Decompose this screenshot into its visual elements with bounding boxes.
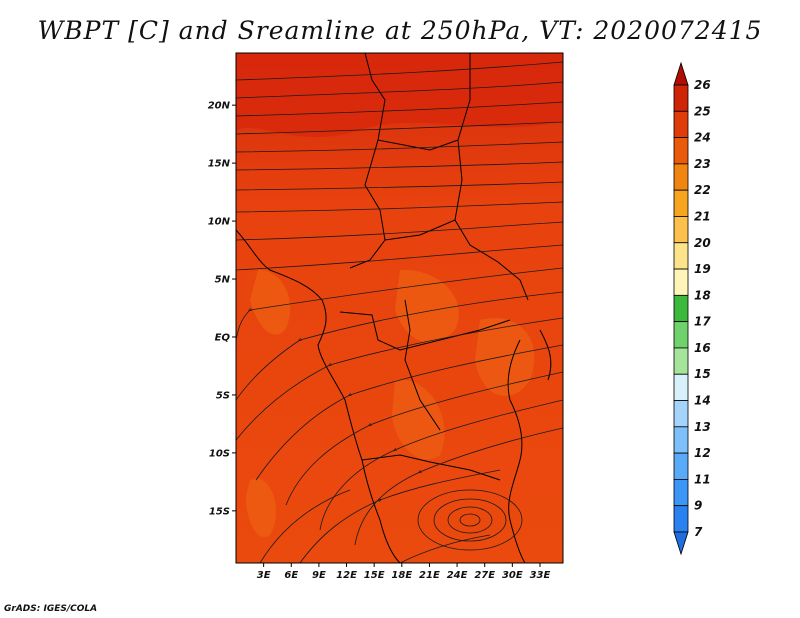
lon-tick-label: 6E — [284, 570, 298, 581]
colorbar-label: 23 — [694, 157, 711, 171]
colorbar-bin — [673, 242, 689, 270]
wbpt-pale-patch — [395, 269, 459, 343]
lon-tick-label: 18E — [391, 570, 412, 581]
colorbar-label: 21 — [694, 209, 711, 223]
lat-tick-label: 10S — [209, 448, 230, 459]
colorbar-bin — [673, 110, 689, 138]
colorbar-label: 19 — [694, 262, 711, 276]
colorbar-bin — [673, 163, 689, 191]
lon-tick-label: 30E — [502, 570, 523, 581]
lon-tick-label: 24E — [447, 570, 468, 581]
colorbar-label: 26 — [694, 78, 711, 92]
wbpt-pale-patch — [245, 478, 277, 537]
colorbar-label: 16 — [694, 341, 711, 355]
colorbar-bin — [673, 84, 689, 112]
wbpt-pale-patch — [392, 379, 445, 460]
colorbar-bin — [673, 294, 689, 323]
colorbar-bin — [673, 268, 689, 296]
grads-credit: GrADS: IGES/COLA — [4, 604, 98, 614]
lon-tick-label: 15E — [364, 570, 385, 581]
colorbar-bin — [673, 189, 689, 217]
colorbar-bin — [673, 347, 689, 375]
colorbar-bin — [673, 373, 689, 401]
map-frame — [235, 52, 564, 564]
streamlines — [236, 61, 563, 563]
colorbar-label: 12 — [694, 446, 711, 460]
colorbar-bin — [673, 400, 689, 428]
lat-tick-label: 5S — [216, 390, 230, 401]
colorbar-label: 15 — [694, 367, 711, 381]
lat-tick-label: 10N — [208, 217, 231, 228]
colorbar-label: 20 — [694, 236, 711, 250]
lat-axis: 20N 15N 10N 5N EQ 5S 10S 15S — [208, 101, 236, 517]
chart-title: WBPT [C] and Sreamline at 250hPa, VT: 20… — [37, 16, 763, 45]
lat-tick-label: 20N — [208, 101, 231, 112]
country-borders — [236, 53, 552, 563]
colorbar-bin — [673, 505, 689, 533]
colorbar-bin — [673, 452, 689, 480]
colorbar-label: 18 — [694, 288, 711, 302]
lon-tick-label: 3E — [257, 570, 271, 581]
wbpt-warm-band — [236, 53, 563, 138]
lon-axis: 3E 6E 9E 12E 15E 18E 21E 24E 27E 30E 33E — [257, 563, 551, 581]
lat-tick-label: EQ — [215, 332, 231, 343]
colorbar-bin — [673, 479, 689, 507]
lon-tick-label: 27E — [474, 570, 495, 581]
colorbar-bin — [673, 216, 689, 244]
lon-tick-label: 21E — [419, 570, 440, 581]
wbpt-pale-patch — [250, 269, 291, 335]
colorbar-label: 11 — [694, 472, 711, 486]
colorbar-bin — [673, 137, 689, 165]
colorbar-label: 17 — [694, 315, 711, 329]
colorbar-bin — [673, 321, 689, 349]
colorbar: 7 9 11 12 13 14 15 16 17 18 19 20 21 22 23 24 25 26 — [673, 61, 711, 556]
colorbar-label: 13 — [694, 420, 711, 434]
colorbar-bin — [673, 61, 689, 86]
lat-tick-label: 15S — [209, 506, 230, 517]
lat-tick-label: 15N — [208, 159, 231, 170]
colorbar-label: 7 — [694, 525, 703, 539]
lon-tick-label: 33E — [530, 570, 551, 581]
colorbar-label: 14 — [694, 394, 711, 408]
colorbar-label: 22 — [694, 183, 711, 197]
lat-tick-label: 5N — [215, 275, 231, 286]
map-panel — [236, 53, 563, 563]
colorbar-label: 25 — [694, 104, 711, 118]
lon-tick-label: 9E — [312, 570, 326, 581]
colorbar-label: 24 — [694, 131, 711, 145]
cyclonic-spiral — [417, 489, 523, 551]
wbpt-pale-patch — [475, 318, 535, 397]
colorbar-label: 9 — [694, 499, 702, 513]
colorbar-bin — [673, 426, 689, 454]
lon-tick-label: 12E — [336, 570, 357, 581]
colorbar-bin — [673, 531, 689, 556]
